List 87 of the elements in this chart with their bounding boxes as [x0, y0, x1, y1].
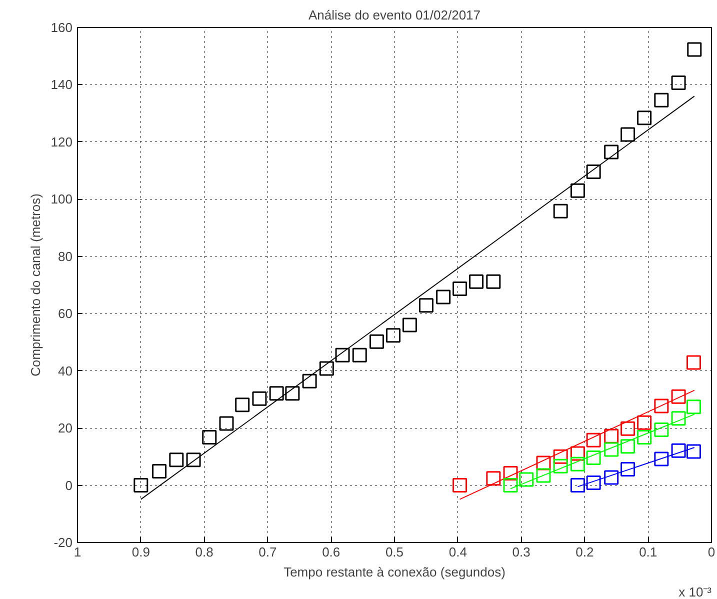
point [452, 478, 468, 493]
point [620, 462, 636, 477]
point [352, 348, 367, 362]
point [686, 400, 701, 414]
point [134, 478, 148, 493]
point [620, 421, 636, 436]
point [553, 449, 568, 464]
y-tick-label: 100 [50, 192, 73, 207]
point [503, 478, 518, 493]
x-tick-label: 0.5 [385, 544, 404, 560]
point [604, 144, 619, 160]
text: x 10⁻³ [678, 584, 712, 599]
y-tick-label: 80 [58, 248, 73, 264]
x-tick-label: 0.1 [639, 544, 658, 560]
point [637, 110, 652, 126]
point [637, 415, 652, 430]
x-axis-title: Tempo restante à conexão (segundos) [284, 564, 506, 580]
x-tick-label: 0.4 [448, 544, 467, 560]
point [586, 450, 601, 466]
point [285, 386, 300, 401]
point [252, 391, 267, 406]
point [687, 42, 702, 57]
point [519, 472, 534, 487]
point [604, 442, 619, 457]
point [553, 204, 568, 218]
point [436, 290, 451, 304]
point [570, 456, 585, 472]
point [269, 386, 284, 401]
point [620, 439, 636, 454]
x-tick-label: 0.2 [576, 544, 594, 560]
point [335, 348, 350, 362]
point [586, 164, 601, 179]
point [418, 298, 434, 313]
point [671, 389, 686, 404]
point [586, 475, 601, 490]
point [486, 471, 501, 486]
point [319, 361, 334, 376]
point [202, 430, 217, 444]
x-tick-label: 0.7 [258, 544, 277, 560]
point [152, 464, 167, 479]
point [671, 443, 686, 458]
point [302, 374, 317, 388]
y-tick-label: 60 [58, 306, 73, 322]
y-tick-label: 140 [50, 77, 73, 92]
point [486, 274, 501, 289]
chart-title: Análise do evento 01/02/2017 [308, 8, 481, 22]
point [604, 470, 619, 485]
y-tick-label: 20 [58, 420, 73, 436]
y-tick-label: 0 [65, 478, 73, 493]
point [503, 466, 518, 481]
point [686, 355, 701, 370]
point [536, 468, 551, 483]
y-axis-title: Comprimento do canal (metros) [28, 194, 43, 376]
point [654, 92, 669, 108]
y-tick-label: -20 [54, 535, 73, 550]
point [586, 432, 601, 448]
point [604, 428, 619, 444]
point [452, 281, 468, 296]
point [219, 416, 234, 431]
x-tick-label: 0.6 [322, 544, 340, 560]
point [654, 398, 669, 414]
point [637, 430, 652, 444]
point [469, 274, 484, 289]
point [671, 75, 686, 90]
point [686, 444, 701, 459]
x-tick-label: 0.3 [512, 544, 530, 560]
x-tick-label: 0.8 [195, 544, 214, 560]
point [671, 411, 686, 426]
point [235, 398, 250, 412]
y-tick-label: 40 [58, 363, 73, 378]
y-tick-label: 160 [50, 20, 73, 35]
point [386, 328, 400, 343]
point [654, 452, 669, 466]
point [570, 478, 585, 493]
point [553, 458, 568, 474]
point [620, 127, 636, 142]
point [570, 183, 585, 198]
point [402, 318, 417, 332]
x-tick-label: 0.9 [132, 544, 150, 560]
point [654, 422, 669, 438]
point [370, 334, 384, 349]
x-tick-label: 1 [74, 544, 82, 560]
point [186, 452, 201, 468]
point [169, 452, 184, 468]
y-tick-label: 120 [50, 134, 73, 150]
x-tick-label: 0 [708, 544, 716, 560]
point [570, 446, 585, 461]
